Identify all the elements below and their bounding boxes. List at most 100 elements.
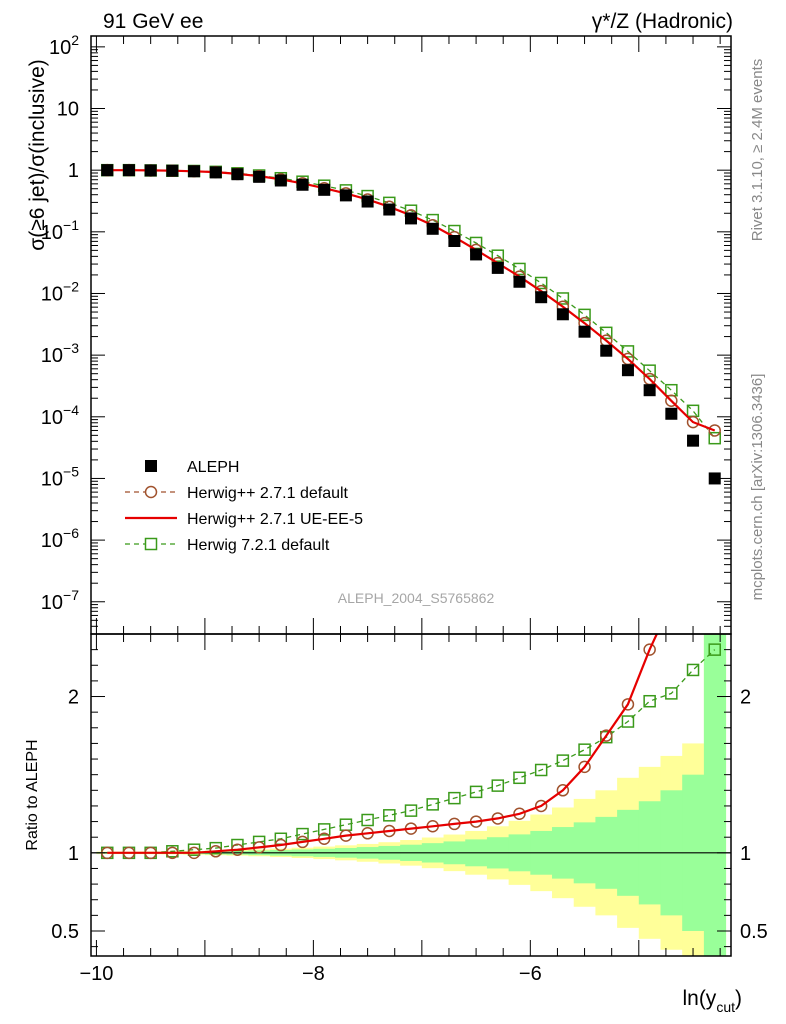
data-point (101, 164, 114, 177)
y-tick-label-main: 10−3 (41, 340, 79, 367)
data-point (621, 715, 635, 728)
y-tick-label-ratio-right: 2 (740, 687, 751, 709)
series-line (107, 649, 716, 854)
data-point (513, 771, 526, 785)
data-point (665, 687, 678, 700)
data-point (404, 804, 418, 817)
data-point (556, 754, 570, 767)
data-point (253, 170, 266, 183)
data-point (621, 345, 635, 358)
data-point (317, 823, 331, 836)
data-point (296, 178, 309, 191)
data-point (513, 262, 526, 276)
rivet-version-label: Rivet 3.1.10, ≥ 2.4M events (749, 59, 766, 242)
analysis-label: ALEPH_2004_S5765862 (338, 590, 495, 606)
data-point (534, 799, 548, 813)
data-point (643, 694, 656, 708)
data-point (513, 275, 526, 288)
data-point (166, 164, 179, 177)
x-axis-label-main: ln(y (682, 987, 716, 1010)
legend: ALEPH Herwig++ 2.7.1 default Herwig++ 2.7.… (125, 459, 363, 554)
y-tick-label-mantissa: 10 (41, 468, 63, 490)
data-point (578, 760, 591, 774)
data-point (122, 164, 135, 177)
ratio-panel-frame (90, 633, 732, 957)
y-tick-label-mantissa: 10 (41, 407, 63, 429)
y-tick-label-mantissa: 10 (41, 222, 63, 244)
data-point (535, 291, 548, 304)
data-point (621, 364, 634, 377)
x-tick-label: −8 (302, 963, 325, 985)
y-tick-label-mantissa: 10 (41, 283, 63, 305)
y-tick-label-mantissa: 10 (41, 530, 63, 552)
y-tick-label-main: 10−7 (41, 587, 79, 614)
y-tick-label-mantissa: 10 (57, 99, 79, 121)
data-point (188, 165, 201, 178)
y-tick-label-main: 10−2 (41, 278, 79, 305)
y-tick-label-main: 10−1 (41, 217, 79, 244)
data-point (361, 813, 374, 827)
y-tick-label-main: 10−4 (41, 402, 79, 429)
data-point (513, 807, 526, 821)
data-point (383, 809, 396, 822)
data-point (231, 168, 244, 181)
y-tick-label-ratio-right: 0.5 (740, 921, 768, 943)
data-point (578, 743, 591, 756)
data-point (578, 308, 591, 322)
main-panel-marks (101, 163, 721, 485)
data-point (296, 827, 309, 841)
data-point (665, 394, 678, 408)
data-point (708, 431, 721, 445)
legend-label: ALEPH (187, 459, 239, 476)
data-point (426, 222, 439, 235)
data-point (274, 174, 287, 187)
y-tick-label-mantissa: 1 (68, 160, 79, 182)
data-point (556, 784, 570, 797)
y-tick-label-ratio: 1 (68, 843, 79, 865)
legend-marker (144, 537, 158, 551)
data-point (491, 779, 505, 792)
data-point (491, 249, 505, 262)
series-line (107, 634, 659, 854)
y-tick-label-main: 102 (49, 32, 79, 59)
y-tick-label-exponent: 2 (71, 32, 79, 48)
y-tick-label-main: 1 (68, 160, 79, 182)
data-point (318, 183, 331, 196)
data-point (643, 384, 656, 397)
data-point (708, 472, 721, 485)
data-point (666, 597, 677, 608)
data-point (643, 364, 656, 377)
band-inner-bin (703, 634, 727, 956)
x-tick-label: −6 (519, 963, 542, 985)
data-point (643, 643, 656, 656)
data-point (144, 164, 157, 177)
y-tick-label-exponent: −2 (63, 278, 79, 294)
data-point (686, 663, 700, 677)
data-point (383, 203, 396, 216)
data-point (534, 276, 548, 290)
data-point (708, 643, 721, 656)
data-point (339, 818, 353, 831)
legend-marker (144, 485, 158, 499)
data-point (556, 292, 570, 305)
data-point (470, 248, 483, 261)
data-point (578, 325, 591, 338)
data-point (405, 212, 417, 225)
ratio-y-axis-label: Ratio to ALEPH (24, 739, 41, 850)
data-point (426, 798, 439, 811)
x-axis-label-sub: cut (716, 999, 735, 1015)
y-tick-label-exponent: −6 (63, 525, 79, 541)
data-point (491, 261, 504, 274)
x-axis-label-close: ) (735, 987, 742, 1010)
header-left-label: 91 GeV ee (103, 10, 203, 33)
main-y-axis-label: σ(≥6 jet)/σ(inclusive) (26, 59, 49, 250)
y-tick-label-exponent: −5 (63, 463, 79, 479)
header-right-label: γ*/Z (Hadronic) (592, 10, 733, 33)
data-point (448, 234, 461, 247)
y-tick-label-main: 10 (57, 99, 79, 121)
x-axis-label: ln(ycut) (682, 987, 742, 1015)
data-point (209, 166, 222, 179)
data-point (621, 698, 635, 711)
